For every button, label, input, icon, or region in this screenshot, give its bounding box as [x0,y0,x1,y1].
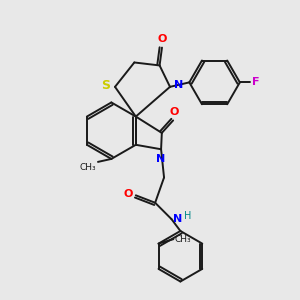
Text: S: S [101,79,110,92]
Text: N: N [174,80,183,90]
Text: F: F [252,77,259,87]
Text: O: O [157,34,167,44]
Text: O: O [169,107,179,118]
Text: CH₃: CH₃ [80,164,97,172]
Text: CH₃: CH₃ [175,235,191,244]
Text: N: N [173,214,182,224]
Text: H: H [184,211,191,220]
Text: N: N [157,154,166,164]
Text: O: O [124,189,133,199]
